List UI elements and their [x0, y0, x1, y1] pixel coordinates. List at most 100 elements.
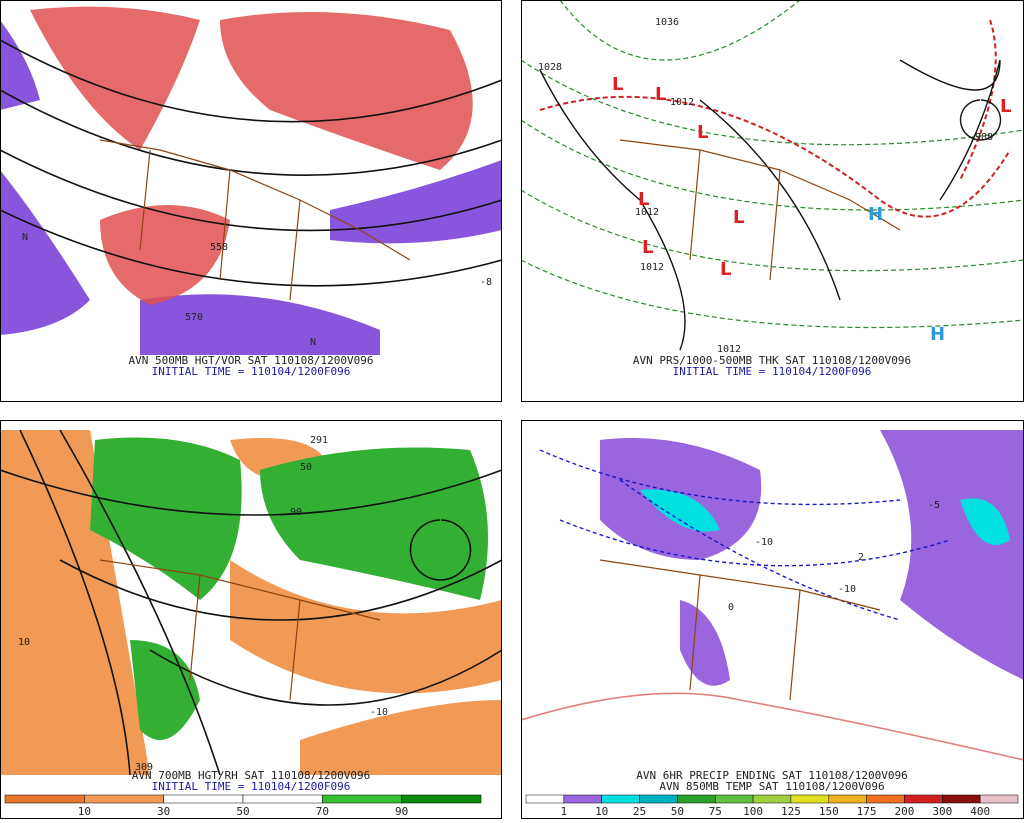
low-marker: L	[655, 84, 666, 105]
colorbar-label: 90	[395, 805, 408, 818]
high-marker: H	[930, 324, 945, 345]
caption: AVN PRS/1000-500MB THK SAT 110108/1200V0…	[633, 354, 911, 367]
isobar-label: 1028	[538, 62, 562, 73]
isobar-label: 988	[975, 132, 993, 143]
colorbar-label: 175	[857, 805, 877, 818]
contour-label: -10	[370, 707, 388, 718]
rh-dry	[0, 430, 502, 775]
panel-precip: -10 -10 2 0 -5 AVN 6HR PRECIP ENDING SAT…	[520, 420, 1024, 819]
caption: AVN 850MB TEMP SAT 110108/1200V096	[659, 780, 884, 793]
colorbar-label: 150	[819, 805, 839, 818]
contour-label: -5	[928, 500, 940, 511]
colorbar-swatch	[163, 794, 244, 804]
isobar-label: 1012	[670, 97, 694, 108]
low-marker: L	[642, 237, 653, 258]
panel-frame	[521, 0, 1024, 402]
colorbar-swatch	[752, 794, 792, 804]
colorbar: 10 30 50 70 90	[4, 794, 482, 818]
height-contours	[0, 429, 503, 776]
isobar-label: 1036	[655, 17, 679, 28]
low-marker: L	[612, 74, 623, 95]
colorbar-swatch	[790, 794, 830, 804]
contour-label: 0	[728, 602, 734, 613]
colorbar-label: 400	[970, 805, 990, 818]
colorbar-swatch	[242, 794, 323, 804]
isobar-label: 1012	[717, 344, 741, 355]
colorbar-label: 70	[316, 805, 329, 818]
colorbar-label: 10	[78, 805, 91, 818]
thickness-540	[539, 19, 1011, 218]
colorbar-swatch	[979, 794, 1019, 804]
contour-label: -10	[755, 537, 773, 548]
colorbar-label: 200	[895, 805, 915, 818]
thickness-contours	[520, 0, 1024, 329]
contour-label: N	[22, 232, 28, 243]
low-marker: L	[697, 122, 708, 143]
contour-label: 291	[310, 435, 328, 446]
colorbar-swatch	[866, 794, 905, 804]
colorbar-swatch	[904, 794, 943, 804]
precip-moderate	[640, 489, 1010, 545]
colorbar-swatch	[828, 794, 867, 804]
temp-cold	[539, 449, 951, 621]
initial-time: INITIAL TIME = 110104/1200F096	[152, 780, 351, 793]
contour-label: N	[310, 337, 316, 348]
colorbar-swatch	[563, 794, 602, 804]
contour-label: -8	[480, 277, 492, 288]
colorbar-swatch	[525, 794, 565, 804]
initial-time: INITIAL TIME = 110104/1200F096	[673, 365, 872, 378]
rh-moist	[90, 437, 488, 740]
colorbar-swatch	[942, 794, 981, 804]
caption: AVN 6HR PRECIP ENDING SAT 110108/1200V09…	[636, 769, 908, 782]
colorbar-swatch	[4, 794, 85, 804]
initial-time: INITIAL TIME = 110104/1200F096	[152, 365, 351, 378]
low-marker: L	[733, 207, 744, 228]
panel-700mb: 291 50 90 10 -10 309 AVN 700MB HGT/RH SA…	[0, 420, 503, 819]
contour-label: 558	[210, 242, 228, 253]
isobar-label: 1012	[640, 262, 664, 273]
contour-label: 90	[290, 507, 302, 518]
contour-label: -10	[838, 584, 856, 595]
colorbar-swatch	[601, 794, 640, 804]
colorbar-label: 1	[561, 805, 568, 818]
boundaries	[99, 559, 381, 701]
boundaries	[99, 139, 411, 301]
caption: AVN 700MB HGT/RH SAT 110108/1200V096	[132, 769, 370, 782]
low-marker: L	[1000, 96, 1011, 117]
panel-pressure: L L L L L L L L H H 1036 1028 1012 1012 …	[520, 0, 1024, 402]
low-marker: L	[638, 189, 649, 210]
colorbar-label: 10	[595, 805, 608, 818]
colorbar-swatch	[322, 794, 402, 804]
colorbar-label: 30	[157, 805, 170, 818]
colorbar-swatch	[84, 794, 164, 804]
colorbar-swatch	[714, 794, 754, 804]
contour-label: 570	[185, 312, 203, 323]
colorbar-swatch	[639, 794, 678, 804]
contour-label: 50	[300, 462, 312, 473]
colorbar-label: 75	[709, 805, 722, 818]
colorbar-label: 50	[671, 805, 684, 818]
colorbar-label: 25	[633, 805, 646, 818]
contour-label: 309	[135, 762, 153, 773]
colorbar-swatch	[401, 794, 482, 804]
contour-label: 10	[18, 637, 30, 648]
precip-light	[600, 430, 1024, 686]
isobars	[539, 59, 1002, 351]
colorbar: 1 10 25 50 75 100 125 150 175 200 300 400	[525, 794, 1019, 818]
panel-frame	[0, 0, 502, 402]
vorticity-negative	[0, 20, 502, 355]
temp-warm	[520, 692, 1024, 761]
colorbar-label: 100	[743, 805, 763, 818]
caption: AVN 500MB HGT/VOR SAT 110108/1200V096	[128, 354, 373, 367]
vorticity-positive	[30, 6, 473, 306]
contour-label: 2	[858, 552, 864, 563]
panel-500mb: AVN 500MB HGT/VOR SAT 110108/1200V096 IN…	[0, 0, 503, 402]
high-marker: H	[868, 204, 883, 225]
colorbar-label: 125	[781, 805, 801, 818]
boundaries	[599, 559, 881, 701]
height-contours	[0, 39, 503, 287]
isobar-label: 1012	[635, 207, 659, 218]
colorbar-swatch	[677, 794, 716, 804]
boundaries	[619, 139, 901, 281]
